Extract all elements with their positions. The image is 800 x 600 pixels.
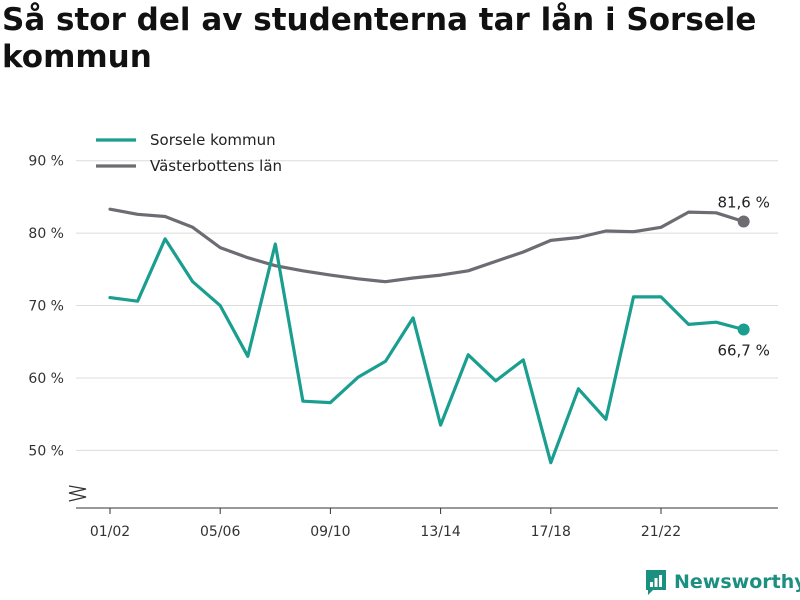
brand-name: Newsworthy [674, 571, 800, 593]
x-tick-label: 09/10 [310, 524, 350, 540]
x-axis: 01/02 05/06 09/10 13/14 17/18 21/22 [68, 485, 778, 540]
y-axis: 50 % 60 % 70 % 80 % 90 % [28, 154, 64, 460]
legend-entry: Västerbottens län [150, 157, 282, 175]
series-line-vasterbotten [108, 207, 746, 284]
y-tick-label: 50 % [28, 443, 64, 459]
brand-logo: Newsworthy [644, 568, 800, 596]
y-tick-label: 70 % [28, 299, 64, 315]
x-tick-label: 13/14 [420, 524, 460, 540]
series-line-sorsele [108, 237, 746, 465]
x-tick-label: 17/18 [531, 524, 571, 540]
newsworthy-logo-icon [646, 570, 666, 595]
legend: Sorsele kommun Västerbottens län [96, 131, 282, 175]
y-tick-label: 90 % [28, 154, 64, 170]
end-labels: 81,6 % 66,7 % [717, 194, 769, 360]
end-point-marker [737, 323, 750, 336]
y-tick-label: 60 % [28, 371, 64, 387]
end-point-marker [737, 215, 750, 228]
x-tick-label: 01/02 [90, 524, 130, 540]
axis-break-icon [68, 485, 87, 502]
x-tick-label: 05/06 [200, 524, 240, 540]
end-value-label: 66,7 % [717, 341, 769, 359]
x-tick-label: 21/22 [641, 524, 681, 540]
legend-entry: Sorsele kommun [150, 131, 276, 149]
end-value-label: 81,6 % [717, 194, 769, 212]
chart-title: Så stor del av studenterna tar lån i Sor… [2, 2, 757, 75]
y-tick-label: 80 % [28, 226, 64, 242]
grid-lines [76, 160, 778, 451]
series-lines [108, 207, 750, 465]
